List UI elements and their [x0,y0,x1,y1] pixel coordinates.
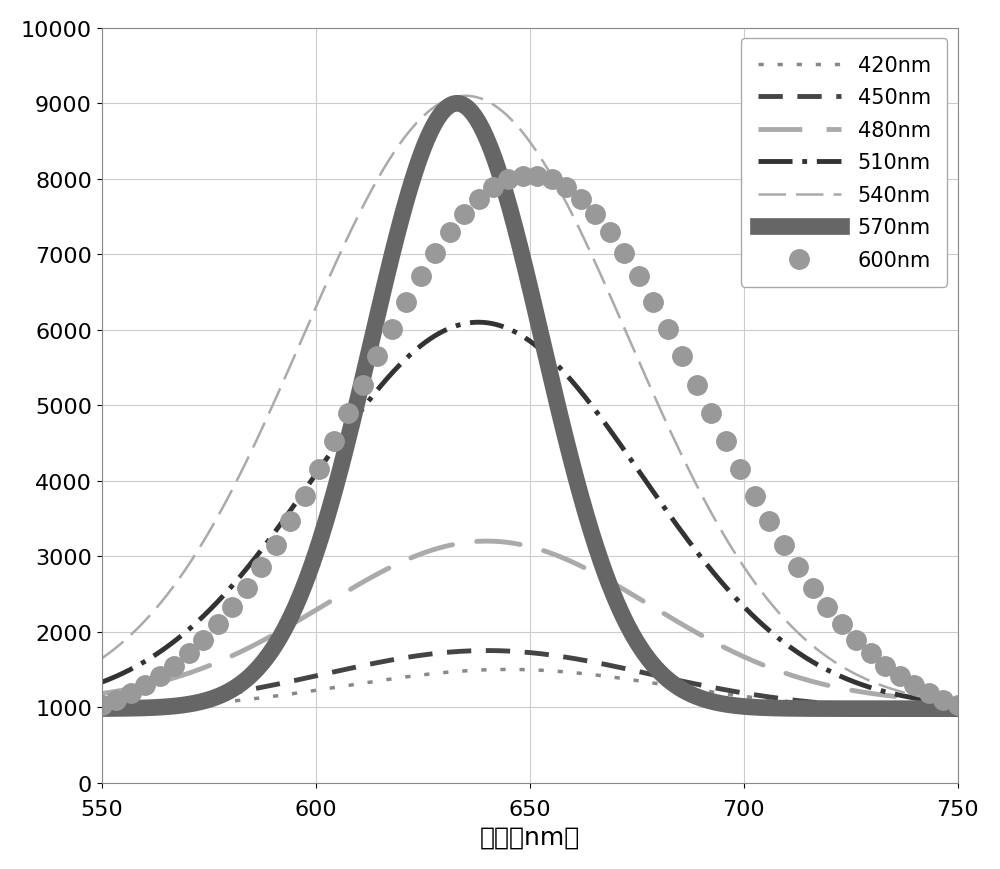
420nm [952,705,964,715]
510nm [96,677,108,687]
480nm [770,665,782,675]
540nm [460,91,472,102]
Line: 510nm: 510nm [102,323,958,704]
600nm [517,171,529,182]
420nm [489,665,501,675]
480nm [96,688,108,699]
540nm [512,123,524,133]
450nm [512,647,524,657]
450nm [139,699,151,709]
600nm [952,700,964,711]
570nm [770,703,782,713]
Line: 600nm: 600nm [92,167,968,715]
570nm [490,158,502,169]
420nm [512,665,524,675]
480nm [512,540,524,550]
420nm [96,704,108,714]
Legend: 420nm, 450nm, 480nm, 510nm, 540nm, 570nm, 600nm: 420nm, 450nm, 480nm, 510nm, 540nm, 570nm… [741,39,947,288]
Line: 420nm: 420nm [102,670,958,710]
420nm [770,695,782,706]
480nm [139,680,151,691]
450nm [481,646,493,656]
570nm [927,704,939,714]
X-axis label: 波长（nm）: 波长（nm） [480,824,580,848]
450nm [770,693,782,703]
540nm [952,697,964,707]
600nm [371,352,383,362]
540nm [490,102,502,112]
510nm [927,696,939,706]
420nm [927,705,939,715]
510nm [512,329,524,340]
540nm [96,653,108,664]
510nm [139,656,151,667]
480nm [490,536,502,547]
600nm [647,297,659,308]
570nm [451,99,463,109]
540nm [770,605,782,615]
420nm [927,705,939,715]
510nm [473,318,485,328]
Line: 570nm: 570nm [102,104,958,709]
540nm [927,693,939,704]
450nm [927,704,939,714]
420nm [503,665,515,675]
510nm [770,632,782,642]
480nm [481,536,493,547]
480nm [927,694,939,705]
510nm [490,320,502,330]
540nm [927,693,939,704]
480nm [927,694,939,705]
600nm [386,324,398,335]
600nm [96,700,108,711]
600nm [342,408,354,419]
600nm [241,583,253,594]
Line: 540nm: 540nm [102,96,958,702]
450nm [490,646,502,656]
570nm [952,704,964,714]
570nm [96,704,108,714]
450nm [96,701,108,712]
540nm [139,615,151,626]
420nm [139,702,151,713]
480nm [952,696,964,706]
Line: 450nm: 450nm [102,651,958,709]
600nm [313,464,325,474]
Line: 480nm: 480nm [102,541,958,701]
510nm [952,699,964,709]
510nm [927,696,939,706]
570nm [139,703,151,713]
570nm [512,236,524,247]
450nm [927,704,939,714]
450nm [952,704,964,714]
570nm [927,704,939,714]
